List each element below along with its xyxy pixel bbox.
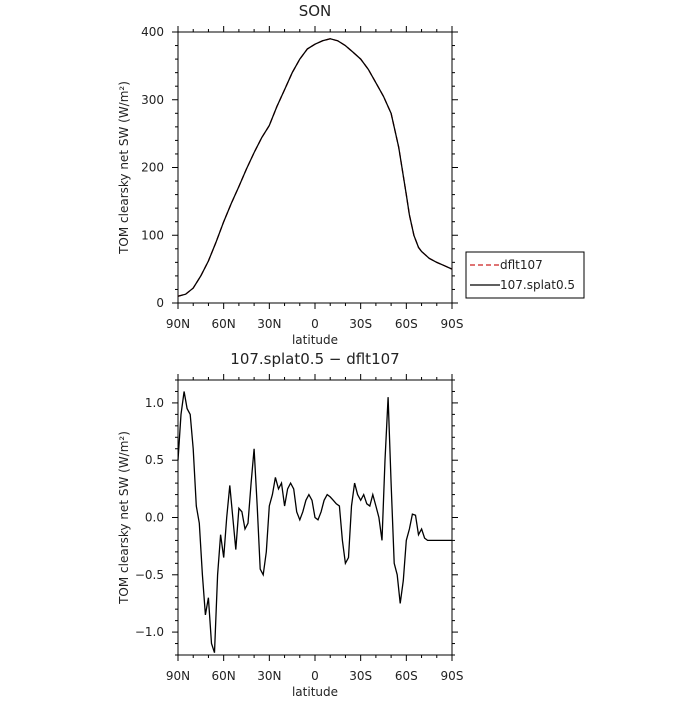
chart2-y-axis-label: TOM clearsky net SW (W/m²) <box>117 431 131 605</box>
chart1-x-axis-label: latitude <box>292 333 338 347</box>
chart1-series-line-2 <box>177 38 453 297</box>
chart2-x-tick-label: 30N <box>257 669 281 683</box>
chart1-x-tick-label: 30S <box>349 317 372 331</box>
chart1-y-tick-label: 300 <box>141 93 164 107</box>
chart1-plot-frame <box>177 31 453 304</box>
chart2-x-tick-label: 30S <box>349 669 372 683</box>
chart1-x-tick-label: 90S <box>441 317 464 331</box>
chart2-x-tick-label: 90N <box>166 669 190 683</box>
chart2-y-tick-label: −0.5 <box>135 568 164 582</box>
chart2-x-tick-label: 90S <box>441 669 464 683</box>
chart1-title: SON <box>299 2 332 20</box>
chart1-y-tick-label: 0 <box>156 296 164 310</box>
chart1-legend-box <box>465 251 585 299</box>
chart1-legend-label-2: 107.splat0.5 <box>500 278 575 292</box>
chart2-series-line-1 <box>177 391 452 653</box>
chart1-series-line-1 <box>177 38 453 297</box>
chart1-legend-label-1: dflt107 <box>500 258 543 272</box>
chart1-x-tick-label: 90N <box>166 317 190 331</box>
chart2-y-tick-label: 1.0 <box>145 396 164 410</box>
chart2-x-axis-label: latitude <box>292 685 338 699</box>
chart1-y-tick-label: 100 <box>141 228 164 242</box>
chart2-y-tick-label: −1.0 <box>135 625 164 639</box>
chart1-y-tick-label: 400 <box>141 25 164 39</box>
chart2-y-tick-label: 0.0 <box>145 511 164 525</box>
chart1-x-tick-label: 0 <box>311 317 319 331</box>
chart2-title: 107.splat0.5 − dflt107 <box>230 350 399 368</box>
chart1-y-axis-label: TOM clearsky net SW (W/m²) <box>117 81 131 255</box>
chart1-x-tick-label: 60N <box>212 317 236 331</box>
chart2-x-tick-label: 0 <box>311 669 319 683</box>
chart2-x-tick-label: 60S <box>395 669 418 683</box>
chart1-x-tick-label: 60S <box>395 317 418 331</box>
chart2-x-tick-label: 60N <box>212 669 236 683</box>
chart1-x-tick-label: 30N <box>257 317 281 331</box>
chart1-y-tick-label: 200 <box>141 161 164 175</box>
chart2-y-tick-label: 0.5 <box>145 453 164 467</box>
